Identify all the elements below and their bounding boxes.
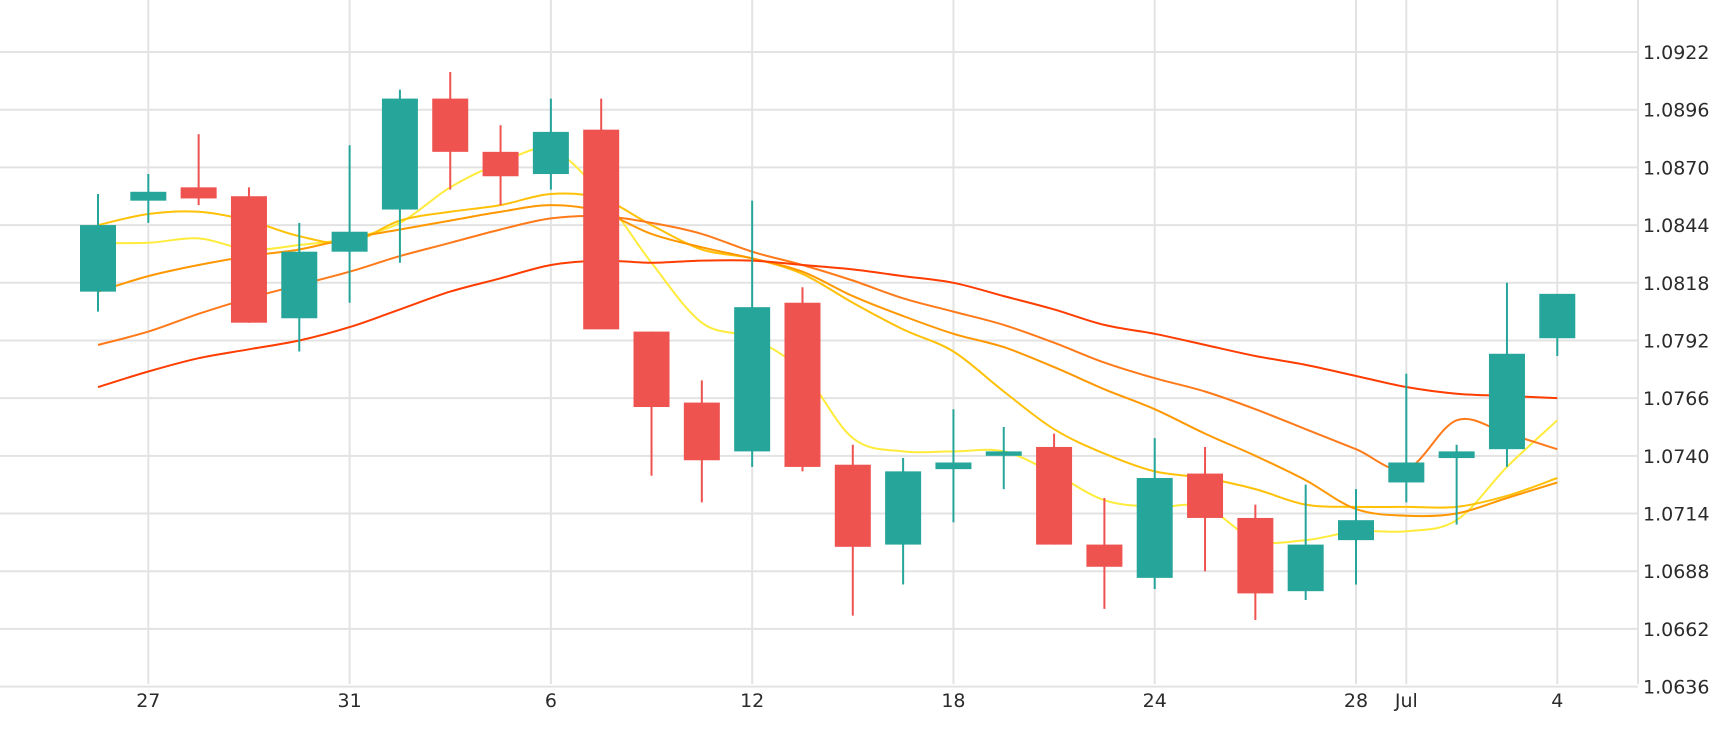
candle-body	[683, 402, 720, 461]
moving-average-line-1	[97, 147, 1558, 544]
candle-body	[432, 98, 469, 152]
candle-body	[1338, 520, 1374, 541]
x-tick-label: 27	[136, 690, 160, 712]
candle-up	[734, 200, 771, 467]
y-tick-label: 1.0870	[1643, 157, 1709, 179]
candle-body	[230, 196, 267, 323]
candle-up	[1438, 444, 1475, 525]
candle-body	[1036, 446, 1073, 545]
candle-body	[1438, 451, 1475, 459]
x-tick-label: 4	[1551, 690, 1563, 712]
candle-up	[935, 409, 972, 523]
candles	[80, 71, 1576, 621]
candle-body	[1287, 544, 1324, 592]
candle-down	[230, 187, 267, 323]
candle-body	[381, 98, 418, 210]
y-tick-label: 1.0818	[1643, 273, 1709, 295]
y-tick-label: 1.0766	[1643, 388, 1709, 410]
candle-up	[885, 458, 922, 585]
x-tick-label: 18	[941, 690, 965, 712]
candle-down	[583, 98, 620, 330]
candle-down	[834, 444, 871, 616]
candle-body	[1488, 353, 1525, 450]
candle-up	[80, 194, 116, 312]
candle-down	[784, 287, 821, 472]
candle-body	[834, 464, 871, 547]
candle-body	[80, 225, 116, 292]
candle-body	[985, 451, 1022, 456]
x-tick-label: 6	[545, 690, 557, 712]
candle-body	[1187, 473, 1224, 518]
y-tick-label: 1.0636	[1643, 677, 1709, 699]
candle-body	[482, 151, 519, 177]
x-tick-label: 12	[740, 690, 764, 712]
candle-body	[1539, 293, 1576, 339]
candle-body	[331, 231, 368, 252]
candle-down	[683, 380, 720, 503]
candle-up	[130, 174, 167, 223]
candle-down	[1237, 504, 1274, 621]
x-tick-label: 28	[1344, 690, 1368, 712]
candle-up	[532, 98, 569, 190]
candle-up	[1539, 293, 1576, 356]
candle-body	[1388, 462, 1425, 483]
candle-body	[734, 307, 771, 452]
candle-down	[482, 125, 519, 206]
candle-up	[1338, 489, 1374, 585]
candle-body	[130, 191, 167, 201]
y-tick-label: 1.0844	[1643, 215, 1709, 237]
candle-down	[180, 134, 217, 206]
candle-up	[1488, 282, 1525, 467]
candle-body	[180, 187, 217, 199]
candle-body	[784, 302, 821, 467]
x-tick-label: 24	[1143, 690, 1167, 712]
candle-body	[281, 251, 318, 319]
moving-average-line-4	[97, 214, 1558, 471]
y-tick-label: 1.0714	[1643, 504, 1709, 526]
moving-average-line-5	[97, 259, 1558, 400]
axes: 1.0636 1.0662 1.0688 1.0714 1.0740 1.0766 1.07…	[136, 42, 1709, 712]
moving-average-line-2	[97, 192, 1558, 509]
y-tick-label: 1.0740	[1643, 446, 1709, 468]
candle-body	[583, 129, 620, 330]
x-tick-label: 31	[338, 690, 362, 712]
y-tick-label: 1.0792	[1643, 330, 1709, 352]
candle-body	[633, 331, 670, 408]
candle-up	[1388, 373, 1425, 503]
candle-body	[532, 131, 569, 175]
candle-body	[1086, 544, 1123, 567]
candle-body	[935, 462, 972, 470]
candle-up	[381, 89, 418, 263]
candle-up	[1136, 438, 1173, 589]
x-tick-label: Jul	[1394, 690, 1418, 712]
candle-up	[1287, 484, 1324, 601]
candle-down	[1086, 497, 1123, 609]
moving-average-lines	[97, 147, 1558, 544]
candle-body	[1136, 478, 1173, 578]
candle-down	[633, 331, 670, 476]
y-tick-label: 1.0896	[1643, 100, 1709, 122]
y-tick-label: 1.0922	[1643, 42, 1709, 64]
candle-down	[432, 71, 469, 190]
candle-body	[885, 471, 922, 545]
candle-down	[1187, 446, 1224, 572]
candle-body	[1237, 517, 1274, 594]
candle-up	[985, 426, 1022, 490]
candle-down	[1036, 433, 1073, 545]
candle-up	[281, 222, 318, 352]
y-tick-label: 1.0662	[1643, 619, 1709, 641]
y-tick-label: 1.0688	[1643, 561, 1709, 583]
candle-up	[331, 145, 368, 303]
